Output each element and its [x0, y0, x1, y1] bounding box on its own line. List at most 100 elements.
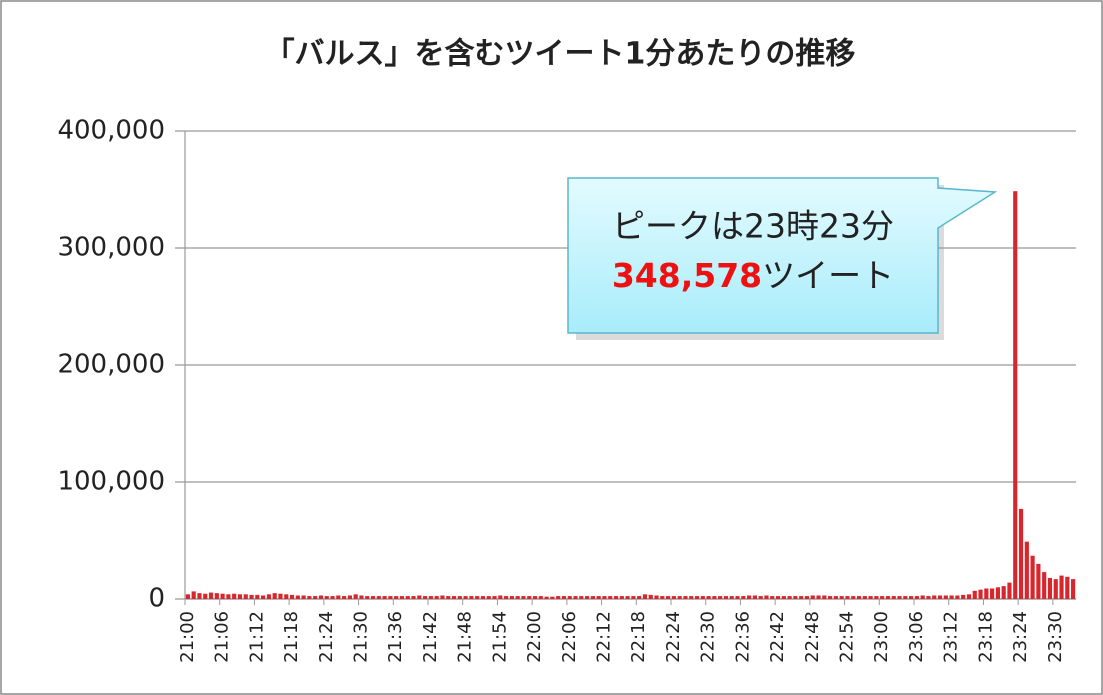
- bar: [556, 596, 561, 599]
- bar: [880, 596, 885, 599]
- bar: [1001, 586, 1006, 599]
- bar: [666, 596, 671, 599]
- bar: [185, 594, 190, 599]
- bar: [284, 594, 289, 599]
- x-tick-label: 21:48: [455, 611, 476, 663]
- bar: [451, 596, 457, 599]
- bar: [937, 595, 943, 599]
- bar: [747, 595, 752, 599]
- bar: [712, 596, 717, 599]
- bar: [862, 596, 867, 599]
- bar: [532, 596, 538, 599]
- bar: [365, 596, 370, 599]
- bar: [625, 596, 630, 599]
- bar: [347, 595, 352, 599]
- bar: [868, 596, 873, 599]
- bar: [955, 595, 960, 599]
- x-tick-label: 21:36: [385, 611, 406, 663]
- bar: [492, 596, 497, 599]
- bar: [411, 596, 416, 599]
- x-tick-label: 23:24: [1010, 611, 1031, 663]
- bar: [266, 594, 271, 599]
- x-tick-label: 23:18: [975, 611, 996, 663]
- bar: [828, 596, 833, 599]
- bar: [660, 596, 665, 599]
- y-tick-label: 100,000: [57, 467, 165, 497]
- bar: [243, 594, 248, 599]
- x-tick-label: 23:06: [906, 611, 927, 663]
- bar: [833, 596, 838, 599]
- bar: [261, 595, 266, 599]
- callout-value: 348,578: [612, 256, 762, 295]
- bar: [480, 596, 486, 599]
- x-tick-label: 21:42: [420, 611, 441, 663]
- bar: [787, 596, 792, 599]
- bar: [232, 593, 237, 599]
- x-tick-label: 22:36: [732, 611, 753, 663]
- bar: [289, 594, 295, 599]
- bar: [949, 595, 954, 599]
- bar: [799, 596, 804, 599]
- bar: [856, 596, 862, 599]
- bar: [903, 596, 908, 599]
- bar: [943, 595, 948, 599]
- bar: [226, 594, 231, 599]
- bar: [1053, 579, 1058, 599]
- bar: [370, 596, 376, 599]
- bar: [498, 595, 503, 599]
- bar: [770, 596, 775, 599]
- x-tick-label: 23:30: [1045, 611, 1066, 663]
- bar: [394, 596, 399, 599]
- bar: [197, 593, 202, 599]
- bar: [683, 596, 688, 599]
- bar: [191, 591, 196, 599]
- bar: [550, 596, 555, 599]
- bar: [822, 595, 827, 599]
- bar: [428, 596, 433, 599]
- bar: [596, 596, 601, 599]
- bar: [874, 596, 879, 599]
- bar: [463, 596, 468, 599]
- bar: [810, 595, 815, 599]
- bar: [897, 596, 902, 599]
- bar: [434, 596, 439, 599]
- x-tick-label: 22:06: [559, 611, 580, 663]
- bar: [1071, 579, 1076, 599]
- bar: [590, 596, 595, 599]
- bar: [214, 593, 219, 599]
- bar: [723, 596, 729, 599]
- bar: [295, 595, 300, 599]
- bar: [851, 596, 856, 599]
- bar: [758, 596, 763, 599]
- bar: [637, 596, 642, 599]
- x-tick-label: 21:00: [177, 611, 198, 663]
- bar: [405, 596, 410, 599]
- bar: [336, 595, 341, 599]
- bar: [839, 596, 844, 599]
- bar: [1042, 572, 1047, 599]
- bar: [914, 596, 919, 599]
- bar: [585, 596, 590, 599]
- bar: [966, 594, 972, 599]
- bar: [220, 593, 225, 599]
- bar: [972, 590, 977, 599]
- bar: [399, 596, 405, 599]
- bar: [359, 595, 364, 599]
- bar: [729, 596, 734, 599]
- bar: [654, 595, 659, 599]
- bar: [278, 593, 283, 599]
- x-tick-label: 22:30: [698, 611, 719, 663]
- bar: [255, 594, 260, 599]
- bar: [885, 596, 891, 599]
- bar: [735, 596, 740, 599]
- x-tick-label: 21:54: [489, 611, 510, 663]
- bar: [793, 596, 798, 599]
- x-tick-label: 22:12: [593, 611, 614, 663]
- bar: [706, 596, 711, 599]
- y-tick-label: 400,000: [57, 116, 165, 146]
- bar: [990, 588, 995, 599]
- bar: [504, 596, 509, 599]
- bar: [1018, 508, 1024, 599]
- bar: [718, 596, 723, 599]
- callout-box: [567, 177, 998, 334]
